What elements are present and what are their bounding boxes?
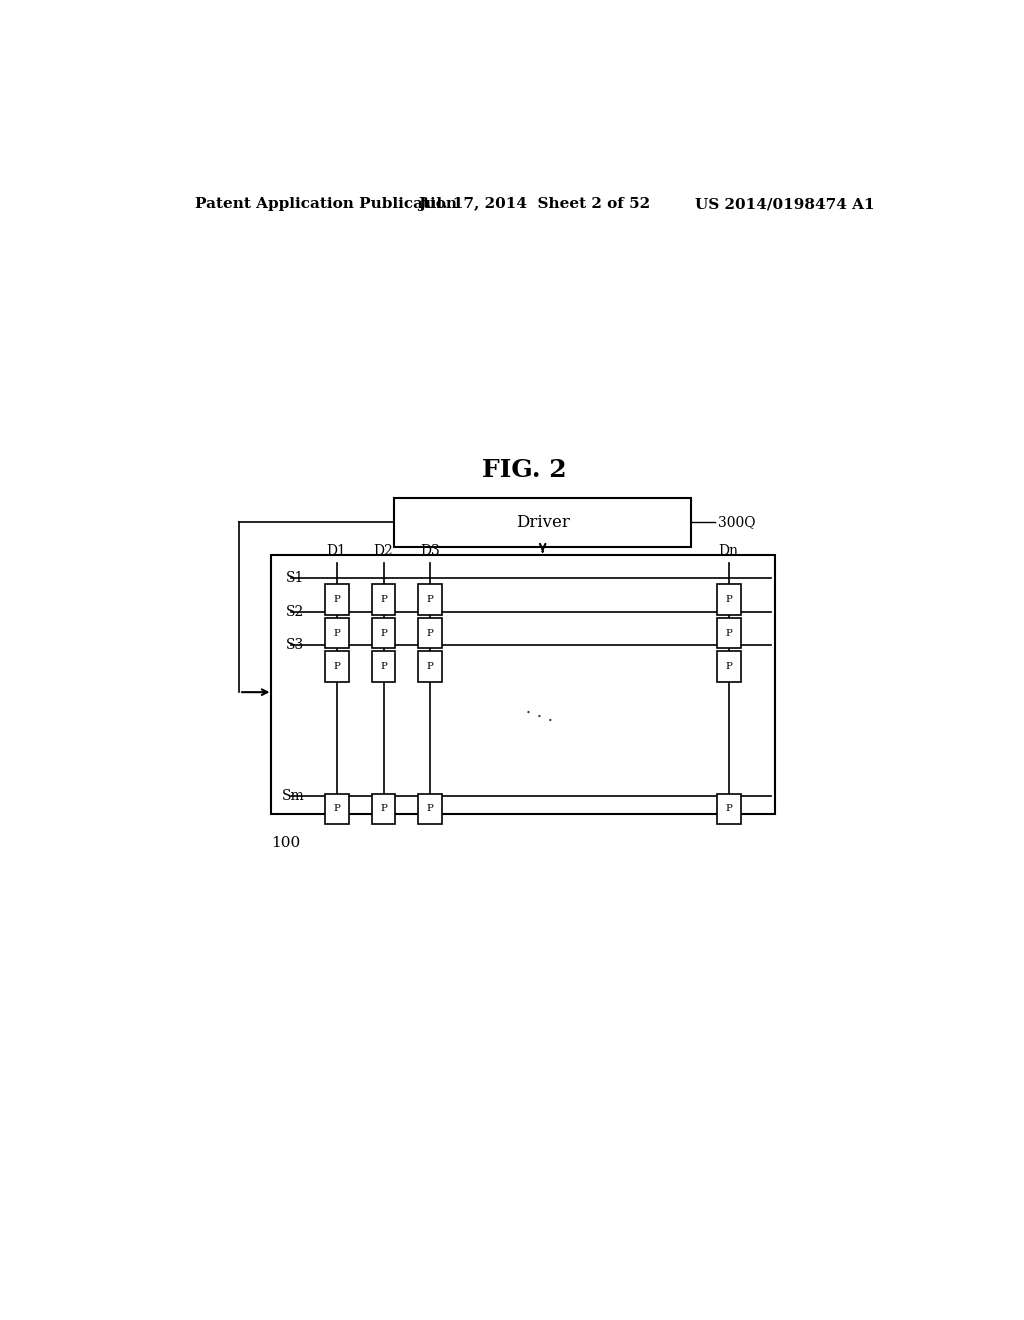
Text: P: P xyxy=(380,804,387,813)
Bar xyxy=(717,651,740,682)
Text: 300Q: 300Q xyxy=(718,515,755,529)
Text: P: P xyxy=(333,663,340,671)
Bar xyxy=(325,585,348,615)
Text: P: P xyxy=(333,804,340,813)
Text: FIG. 2: FIG. 2 xyxy=(482,458,567,482)
Bar xyxy=(325,651,348,682)
Text: P: P xyxy=(427,628,434,638)
Bar xyxy=(270,554,775,814)
Text: P: P xyxy=(380,595,387,605)
Text: Patent Application Publication: Patent Application Publication xyxy=(196,197,458,211)
Text: P: P xyxy=(333,595,340,605)
Bar xyxy=(717,585,740,615)
Text: Dn: Dn xyxy=(719,544,738,558)
Bar xyxy=(717,618,740,648)
Text: S1: S1 xyxy=(286,572,304,585)
Bar xyxy=(419,618,442,648)
Text: D3: D3 xyxy=(421,544,440,558)
Text: P: P xyxy=(725,663,732,671)
Bar xyxy=(325,618,348,648)
Bar xyxy=(419,585,442,615)
Text: Sm: Sm xyxy=(282,788,304,803)
Bar xyxy=(372,793,395,824)
Text: P: P xyxy=(427,663,434,671)
Bar xyxy=(372,585,395,615)
Text: S2: S2 xyxy=(286,605,304,619)
Text: P: P xyxy=(725,595,732,605)
Text: P: P xyxy=(427,595,434,605)
Bar xyxy=(372,651,395,682)
Text: P: P xyxy=(427,804,434,813)
Text: Driver: Driver xyxy=(516,513,569,531)
Bar xyxy=(717,793,740,824)
Text: Jul. 17, 2014  Sheet 2 of 52: Jul. 17, 2014 Sheet 2 of 52 xyxy=(418,197,650,211)
Text: P: P xyxy=(333,628,340,638)
Text: US 2014/0198474 A1: US 2014/0198474 A1 xyxy=(695,197,876,211)
Text: S3: S3 xyxy=(286,639,304,652)
Text: . . .: . . . xyxy=(524,698,557,726)
Text: 100: 100 xyxy=(270,837,300,850)
Bar xyxy=(419,793,442,824)
Bar xyxy=(325,793,348,824)
Bar xyxy=(394,498,691,546)
Bar xyxy=(372,618,395,648)
Text: P: P xyxy=(725,628,732,638)
Text: P: P xyxy=(725,804,732,813)
Text: P: P xyxy=(380,628,387,638)
Text: P: P xyxy=(380,663,387,671)
Text: D2: D2 xyxy=(374,544,393,558)
Text: D1: D1 xyxy=(327,544,347,558)
Bar xyxy=(419,651,442,682)
